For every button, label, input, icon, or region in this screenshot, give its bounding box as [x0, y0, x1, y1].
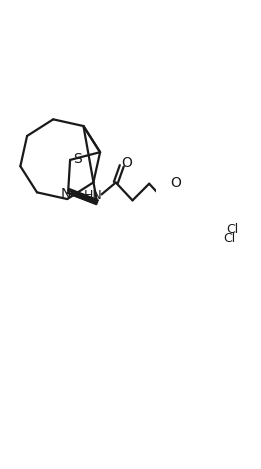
Text: Cl: Cl	[226, 222, 239, 235]
Text: O: O	[170, 175, 181, 189]
Text: Cl: Cl	[223, 233, 235, 245]
Text: HN: HN	[84, 189, 103, 202]
Text: N: N	[61, 187, 71, 201]
Text: O: O	[121, 157, 132, 170]
Text: S: S	[73, 152, 82, 166]
